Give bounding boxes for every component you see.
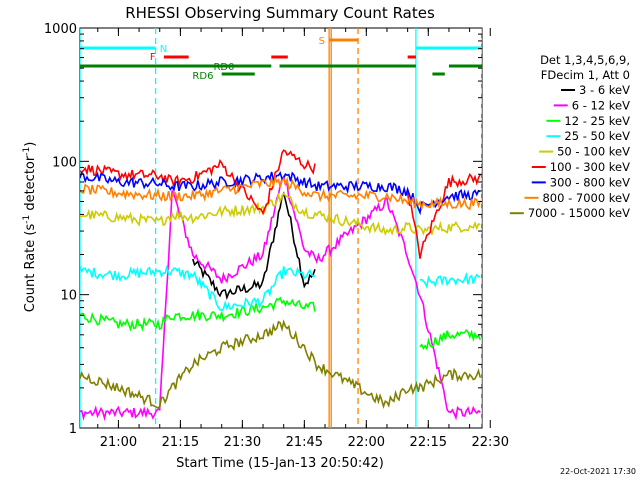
series-line-0	[192, 191, 316, 301]
y-tick-label-3: 1000	[44, 22, 77, 37]
legend-entry-7: 800 - 7000 keV	[542, 191, 630, 205]
timestamp: 22-Oct-2021 17:30	[560, 467, 636, 476]
y-tick-label-0: 1	[69, 422, 77, 437]
flag-label-rd6: RD6	[192, 71, 213, 82]
legend-header-0: Det 1,3,4,5,6,9,	[540, 53, 630, 67]
series-line-7	[80, 174, 482, 212]
legend: Det 1,3,4,5,6,9,FDecim 1, Att 03 - 6 keV…	[509, 53, 630, 220]
series-line-5	[80, 149, 482, 259]
legend-entry-5: 100 - 300 keV	[550, 160, 630, 174]
legend-entry-1: 6 - 12 keV	[572, 98, 630, 112]
plot-frame	[79, 27, 483, 429]
x-tick-label-4: 22:00	[348, 435, 385, 450]
y-tick-label-1: 10	[60, 289, 77, 304]
y-axis-label: Count Rate (s-1 detector-1)	[22, 142, 38, 313]
flag-label-rd0: RD0	[213, 62, 234, 73]
y-axis-label-sup: -1	[22, 215, 32, 224]
flag-label-f: F	[150, 52, 156, 63]
y-axis-label-end: )	[23, 142, 38, 147]
chart-title: RHESSI Observing Summary Count Rates	[125, 4, 435, 22]
legend-header-1: FDecim 1, Att 0	[541, 68, 630, 82]
x-tick-label-5: 22:15	[410, 435, 447, 450]
legend-entry-4: 50 - 100 keV	[557, 145, 630, 159]
x-tick-label-2: 21:30	[224, 435, 261, 450]
flag-label-s: S	[319, 36, 325, 47]
x-axis-ticks: 21:00 21:15 21:30 21:45 22:00 22:15 22:30	[97, 28, 509, 450]
legend-entry-2: 12 - 25 keV	[564, 114, 630, 128]
y-axis-label-main: Count Rate (s	[23, 224, 38, 313]
x-tick-label-3: 21:45	[286, 435, 323, 450]
series-line-4	[80, 192, 481, 237]
x-axis-label: Start Time (15-Jan-13 20:50:42)	[176, 456, 384, 471]
series-line-2	[80, 296, 482, 351]
x-tick-label-0: 21:00	[100, 435, 137, 450]
y-axis-ticks: 1 10 100 1000	[44, 22, 482, 437]
y-axis-label-mid: detector	[23, 155, 38, 215]
series-line-3	[80, 264, 481, 312]
legend-entry-8: 7000 - 15000 keV	[528, 206, 630, 220]
y-axis-label-sup2: -1	[22, 147, 32, 156]
legend-entry-0: 3 - 6 keV	[579, 83, 630, 97]
y-tick-label-2: 100	[52, 155, 77, 170]
x-tick-label-6: 22:30	[472, 435, 509, 450]
legend-entry-3: 25 - 50 keV	[564, 129, 630, 143]
flag-label-n: N	[160, 44, 167, 55]
legend-entry-6: 300 - 800 keV	[550, 175, 630, 189]
x-tick-label-1: 21:15	[162, 435, 199, 450]
series-line-8	[80, 319, 482, 409]
